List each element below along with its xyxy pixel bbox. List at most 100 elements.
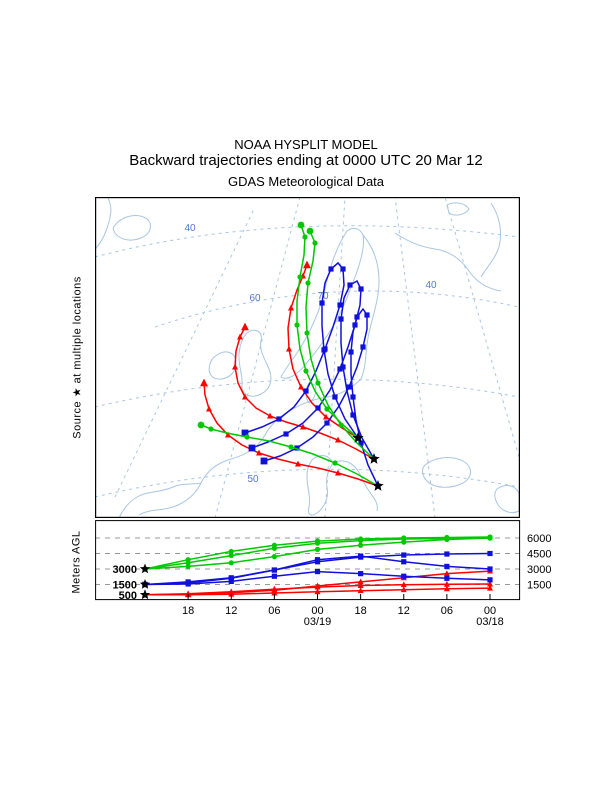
- square-marker: [487, 550, 493, 557]
- square-marker: [276, 416, 282, 422]
- circle-marker: [297, 221, 305, 229]
- triangle-marker: [335, 436, 341, 443]
- circle-marker: [303, 368, 309, 374]
- square-marker: [324, 420, 330, 426]
- triangle-marker: [295, 460, 301, 467]
- circle-marker: [244, 434, 250, 440]
- triangle-marker: [314, 582, 321, 589]
- x-date-label: 03/18: [476, 616, 504, 626]
- square-marker: [271, 567, 277, 573]
- square-marker: [358, 553, 364, 559]
- square-marker: [241, 429, 249, 437]
- triangle-marker: [400, 586, 407, 593]
- triangle-marker: [300, 423, 306, 430]
- triangle-marker: [241, 322, 249, 331]
- meters-agl-axis-label: Meters AGL: [71, 530, 84, 594]
- right-axis-label: 3000: [527, 564, 551, 576]
- triangle-marker: [357, 582, 364, 589]
- triangle-marker: [443, 580, 450, 587]
- circle-marker: [306, 227, 314, 235]
- triangle-marker: [206, 405, 212, 412]
- square-marker: [322, 346, 328, 352]
- graticule-lines: [95, 197, 520, 518]
- x-tick-label: 18: [182, 605, 194, 617]
- triangle-marker: [200, 378, 208, 387]
- square-marker: [444, 563, 450, 570]
- circle-marker: [314, 540, 321, 546]
- profile-source-star: [139, 563, 151, 574]
- square-marker: [401, 552, 407, 558]
- circle-marker: [338, 422, 344, 428]
- triangle-marker: [335, 469, 341, 476]
- circle-marker: [358, 537, 364, 544]
- circle-marker: [487, 535, 493, 541]
- source-star: [372, 480, 384, 491]
- square-marker: [444, 551, 450, 557]
- circle-marker: [312, 240, 318, 246]
- square-marker: [303, 388, 309, 394]
- square-marker: [354, 314, 360, 320]
- triangle-marker: [228, 590, 235, 597]
- x-tick-label: 18: [355, 605, 367, 617]
- start-height-label: 3000: [113, 564, 137, 576]
- square-marker: [328, 266, 334, 272]
- square-marker: [340, 266, 346, 272]
- circle-marker: [294, 322, 300, 328]
- square-marker: [364, 312, 370, 318]
- source-star: [352, 432, 364, 443]
- square-marker: [319, 300, 325, 306]
- triangle-marker: [323, 413, 329, 420]
- graticule-label: 60: [249, 293, 261, 304]
- map-frame: [95, 197, 520, 518]
- graticule-label: 40: [184, 223, 196, 234]
- square-marker: [444, 575, 450, 581]
- start-height-label: 1500: [113, 580, 137, 592]
- triangle-marker: [357, 587, 364, 594]
- profile-source-star: [139, 579, 151, 589]
- circle-marker: [314, 546, 321, 552]
- circle-marker: [197, 421, 205, 429]
- square-marker: [487, 566, 493, 572]
- square-marker: [314, 568, 321, 575]
- square-marker: [337, 366, 343, 372]
- graticule-label: 50: [247, 474, 259, 485]
- circle-marker: [228, 560, 234, 566]
- triangle-marker: [225, 431, 231, 438]
- profile-source-star: [139, 589, 151, 600]
- met-data-subtitle: GDAS Meteorological Data: [227, 174, 385, 189]
- square-marker: [338, 316, 344, 322]
- circle-marker: [297, 274, 303, 280]
- trajectory-group: [197, 221, 384, 491]
- square-marker: [350, 412, 356, 418]
- circle-marker: [401, 539, 407, 545]
- square-marker: [358, 440, 364, 446]
- x-tick-label: 00: [311, 605, 323, 617]
- triangle-marker: [267, 412, 273, 419]
- circle-marker: [185, 563, 191, 570]
- start-height-label: 500: [119, 590, 137, 602]
- x-tick-label: 06: [441, 605, 453, 617]
- circle-marker: [208, 426, 214, 432]
- square-marker: [228, 575, 234, 581]
- x-tick-label: 12: [398, 605, 410, 617]
- circle-marker: [324, 406, 330, 412]
- square-marker: [401, 559, 407, 565]
- triangle-marker: [443, 570, 450, 577]
- square-marker: [185, 581, 191, 587]
- circle-marker: [444, 536, 450, 543]
- square-marker: [358, 571, 364, 577]
- triangle-marker: [242, 393, 248, 400]
- right-axis-label: 4500: [527, 549, 551, 561]
- square-marker: [332, 394, 338, 400]
- graticule-label: 40: [425, 280, 437, 291]
- circle-marker: [288, 444, 294, 450]
- triangle-marker: [256, 449, 262, 456]
- circle-marker: [332, 460, 338, 466]
- trajectory-path: [305, 230, 375, 460]
- square-marker: [347, 282, 353, 288]
- square-marker: [346, 384, 352, 390]
- triangle-marker: [237, 333, 243, 340]
